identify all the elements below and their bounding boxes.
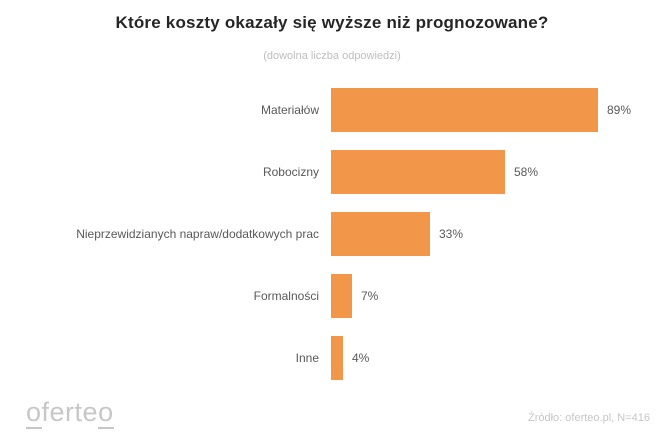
bar (331, 274, 352, 318)
value-label: 89% (607, 103, 632, 117)
oferteo-logo: oferteo (26, 397, 114, 429)
bar-row: Inne 4% (0, 336, 664, 380)
category-label: Inne (295, 351, 319, 365)
value-label: 33% (439, 227, 464, 241)
logo-middle: ferte (41, 397, 99, 427)
category-label: Nieprzewidzianych napraw/dodatkowych pra… (76, 227, 319, 241)
bar-row: Nieprzewidzianych napraw/dodatkowych pra… (0, 212, 664, 256)
logo-underlined-o-first: o (26, 397, 42, 429)
category-label: Materiałów (260, 103, 319, 117)
value-label: 58% (514, 165, 539, 179)
bar (331, 212, 430, 256)
bar-row: Materiałów 89% (0, 88, 664, 132)
bar-row: Robocizny 58% (0, 150, 664, 194)
logo-underlined-o-last: o (98, 397, 114, 429)
bar-rows: Materiałów 89% Robocizny 58% Nieprzewidziany… (0, 88, 664, 398)
chart-title: Które koszty okazały się wyższe niż prog… (115, 13, 549, 32)
value-label: 4% (352, 351, 370, 365)
category-label: Robocizny (262, 165, 319, 179)
bar (331, 150, 505, 194)
bar (331, 336, 343, 380)
source-note: Źródło: oferteo.pl, N=416 (528, 412, 650, 424)
category-label: Formalności (253, 289, 319, 303)
value-label: 7% (361, 289, 379, 303)
bar (331, 88, 598, 132)
bar-row: Formalności 7% (0, 274, 664, 318)
chart-subtitle: (dowolna liczba odpowiedzi) (263, 50, 401, 62)
